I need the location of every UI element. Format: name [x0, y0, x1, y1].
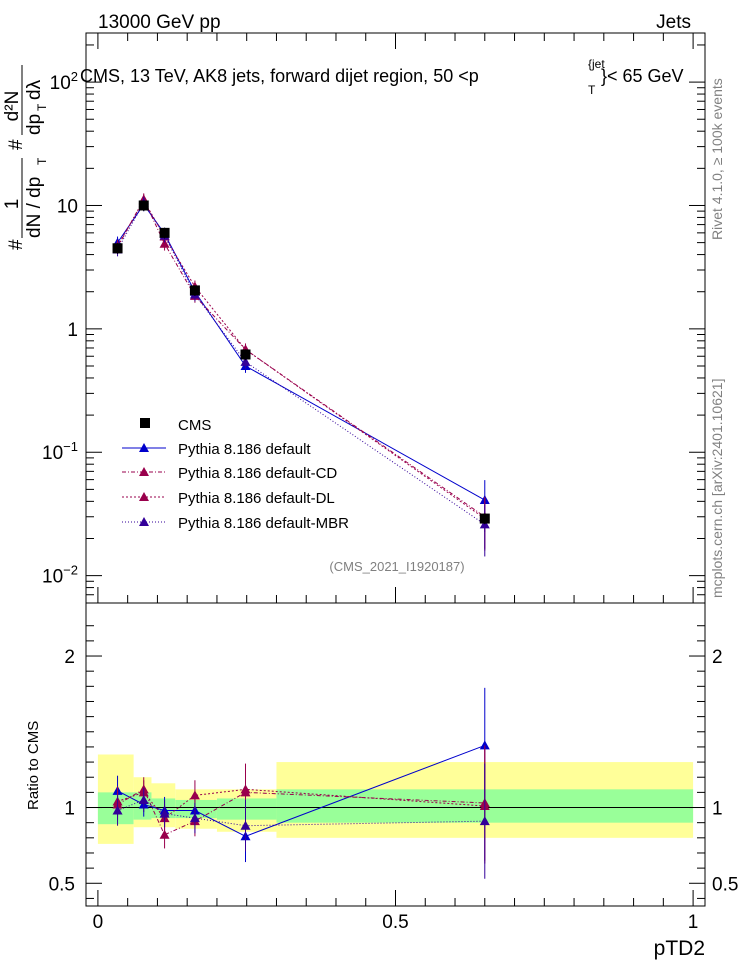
ratio-series [112, 687, 490, 879]
cms-point-4 [240, 349, 251, 360]
ylabel-hash-left: # [6, 239, 27, 250]
main-ytick-label-2: 1 [67, 320, 78, 341]
main-ytick-label-1: 10 [57, 196, 78, 217]
ratio-line-3 [117, 799, 485, 827]
legend-marker-dl [139, 492, 149, 501]
legend-label-mbr: Pythia 8.186 default-MBR [178, 515, 349, 532]
cms-point-0 [112, 243, 123, 254]
legend-marker-default [139, 443, 149, 452]
ylabel-d2n: d²N [2, 91, 23, 122]
ylabel-hash-mid: # [6, 139, 27, 150]
ratio-point-3-1 [138, 794, 149, 804]
ratio-ytick-label-left-0: 0.5 [49, 874, 75, 895]
ratio-ytick-label-left-1: 1 [64, 799, 75, 820]
cms-point-5 [479, 513, 490, 524]
ratio-point-0-5 [479, 740, 490, 750]
ratio-point-3-2 [159, 808, 170, 818]
legend-label-cms: CMS [178, 417, 211, 434]
ylabel-den: dN / dp [24, 177, 45, 238]
ratio-point-2-4 [240, 784, 251, 794]
x-tick-label-0: 0 [93, 912, 104, 933]
header-left: 13000 GeV pp [98, 12, 221, 33]
ratio-band-inner-4 [216, 798, 277, 820]
legend-label-cd: Pythia 8.186 default-CD [178, 465, 337, 482]
main-ytick-label-3: 10−1 [42, 439, 78, 464]
ylabel-dlambda: dλ [24, 79, 45, 100]
ratio-ylabel: Ratio to CMS [25, 721, 42, 810]
x-tick-label-2: 1 [688, 912, 699, 933]
y-tick-labels: 102 10 1 10−1 10−2 0.5 0.5 1 1 2 2 0 0.5 1 [42, 69, 738, 933]
ratio-point-3-4 [240, 820, 251, 830]
analysis-tag: (CMS_2021_I1920187) [329, 559, 464, 574]
plot-title-end: }< 65 GeV [601, 66, 684, 86]
cms-point-1 [138, 200, 149, 211]
legend-label-dl: Pythia 8.186 default-DL [178, 490, 335, 507]
axis-ticks [86, 33, 705, 906]
header-right: Jets [656, 12, 691, 33]
ratio-point-1-2 [159, 829, 170, 839]
ratio-line-2 [117, 788, 485, 819]
main-ytick-label-0: 102 [50, 69, 78, 94]
ratio-line-1 [117, 788, 485, 836]
ratio-point-3-0 [112, 805, 123, 815]
ylabel-den-sub: T [35, 157, 49, 165]
x-axis-label: pTD2 [654, 937, 705, 960]
plot-title-sub: T [588, 83, 596, 97]
main-ytick-label-4: 10−2 [42, 563, 78, 588]
ratio-ytick-label-right-2: 2 [712, 647, 723, 668]
ratio-frame [85, 602, 706, 907]
rivet-label: Rivet 4.1.0, ≥ 100k events [709, 78, 725, 240]
legend-marker-cd [139, 467, 149, 476]
legend-marker-mbr [139, 517, 149, 526]
ratio-point-3-5 [479, 816, 490, 826]
mcplots-label: mcplots.cern.ch [arXiv:2401.10621] [709, 379, 725, 598]
ratio-ytick-label-right-0: 0.5 [712, 874, 738, 895]
cms-point-2 [159, 227, 170, 238]
ratio-point-2-3 [189, 790, 200, 800]
main-series [112, 193, 490, 557]
legend: CMS Pythia 8.186 default Pythia 8.186 de… [122, 417, 349, 532]
main-ylabel: # 1 dN / dp T # d²N dp T dλ [2, 65, 49, 250]
plot-title-sup: {jet [588, 57, 605, 71]
ratio-point-3-3 [189, 813, 200, 823]
legend-marker-cms [140, 418, 150, 428]
main-line-0 [117, 203, 486, 501]
main-point-3-4 [240, 356, 251, 366]
plot-title: CMS, 13 TeV, AK8 jets, forward dijet reg… [80, 66, 479, 86]
x-tick-label-1: 0.5 [382, 912, 408, 933]
ylabel-one: 1 [2, 199, 23, 210]
ratio-ytick-label-right-1: 1 [712, 799, 723, 820]
ylabel-dpt: dp [24, 114, 45, 135]
legend-label-default: Pythia 8.186 default [178, 441, 311, 458]
ratio-ytick-label-left-2: 2 [64, 647, 75, 668]
cms-point-3 [189, 285, 200, 296]
ylabel-dpt-sub: T [35, 103, 49, 111]
ratio-line-0 [117, 744, 485, 837]
